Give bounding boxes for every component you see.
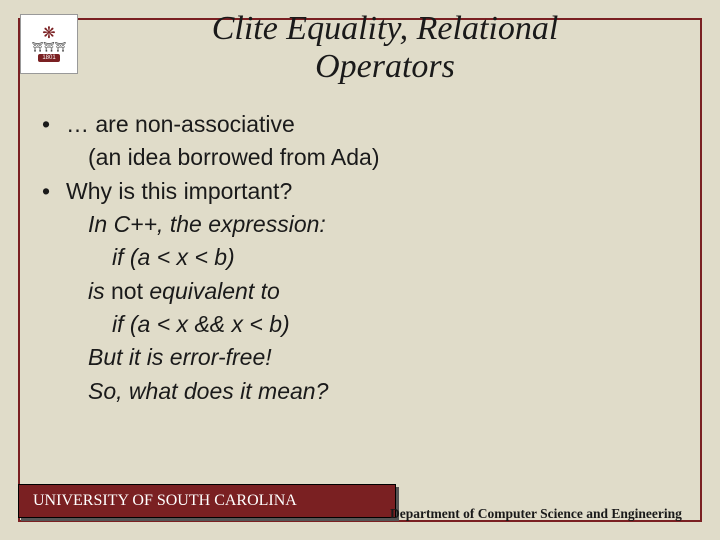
title-line-1: Clite Equality, Relational (212, 10, 559, 47)
bullet-1-sub: (an idea borrowed from Ada) (40, 141, 680, 174)
bullet-2-line-2: if (a < x < b) (40, 241, 680, 274)
bullet-2-line-1: In C++, the expression: (40, 208, 680, 241)
bullet-2: • Why is this important? (40, 175, 680, 208)
slide-content: • … are non-associative (an idea borrowe… (40, 108, 680, 408)
title-line-2: Operators (315, 48, 455, 85)
bullet-2-line-5: But it is error-free! (40, 341, 680, 374)
footer-department: Department of Computer Science and Engin… (390, 488, 702, 522)
bullet-2-line-4: if (a < x && x < b) (40, 308, 680, 341)
logo-year: 1801 (38, 54, 59, 62)
bullet-dot-icon: • (40, 175, 66, 208)
bullet-2-text: Why is this important? (66, 175, 292, 208)
text-equivalent: equivalent to (143, 278, 280, 304)
bullet-1-text: … are non-associative (66, 108, 295, 141)
bullet-2-line-6: So, what does it mean? (40, 375, 680, 408)
bullet-dot-icon: • (40, 108, 66, 141)
bullet-2-line-3: is not equivalent to (40, 275, 680, 308)
palmetto-icon: ❋ (42, 26, 55, 42)
gates-icon: ⛩⛩⛩ (32, 43, 66, 52)
footer: UNIVERSITY OF SOUTH CAROLINA Department … (18, 478, 702, 522)
text-is: is (88, 278, 111, 304)
footer-university: UNIVERSITY OF SOUTH CAROLINA (18, 484, 396, 518)
slide-title: Clite Equality, Relational Operators (90, 10, 680, 86)
university-logo: ❋ ⛩⛩⛩ 1801 (20, 14, 78, 74)
bullet-1: • … are non-associative (40, 108, 680, 141)
text-not: not (111, 278, 143, 304)
